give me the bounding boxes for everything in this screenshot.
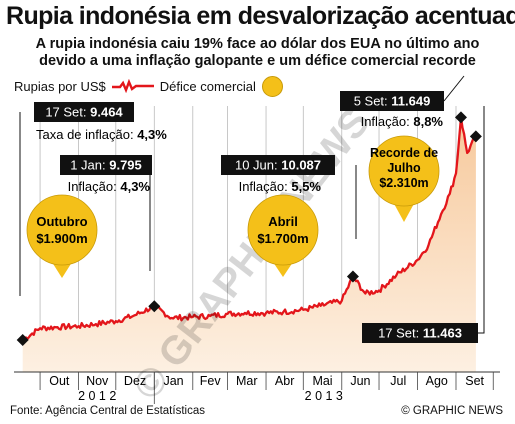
- rupiah-line: [22, 116, 477, 341]
- callout-marker: [16, 334, 29, 347]
- callout: 1 Jan: 9.795 Inflação: 4,3%: [60, 155, 161, 313]
- callout: 5 Set: 11.649 Inflação: 8,8%: [340, 75, 467, 129]
- x-tick-label: Abr: [275, 374, 294, 388]
- callout-value: 1 Jan: 9.795: [70, 158, 142, 173]
- callout: 17 Set: 11.463: [362, 106, 485, 343]
- x-tick-label: Ago: [426, 374, 448, 388]
- deficit-bubble-label: Abril: [268, 214, 298, 229]
- x-tick-label: Jul: [390, 374, 406, 388]
- callout-value: 5 Set: 11.649: [354, 94, 431, 109]
- subtitle-line-1: A rupia indonésia caiu 19% face ao dólar…: [35, 36, 480, 52]
- callout-value: 17 Set: 9.464: [45, 105, 123, 120]
- deficit-bubble: Outubro $1.900m: [26, 194, 98, 278]
- rupiah-area: [22, 117, 476, 373]
- source-note: Fonte: Agência Central de Estatísticas: [10, 405, 205, 417]
- year-label-2012: 2 0 1 2: [78, 389, 116, 403]
- legend-deficit-dot: [261, 75, 283, 97]
- callout-marker: [148, 300, 161, 313]
- deficit-bubble-value: $1.900m: [36, 231, 87, 246]
- callout-box: [340, 91, 444, 111]
- callout-marker: [346, 270, 359, 283]
- deficit-bubble-label: Recorde de: [370, 146, 438, 160]
- x-tick-label: Dez: [124, 374, 146, 388]
- deficit-bubble-value: $2.310m: [379, 176, 428, 190]
- callout-value: 10 Jun: 10.087: [235, 158, 321, 173]
- callout-leader: [443, 75, 465, 102]
- x-tick-label: Fev: [200, 374, 222, 388]
- deficit-bubble-label: Outubro: [36, 214, 87, 229]
- chart-subtitle: A rupia indonésia caiu 19% face ao dólar…: [0, 36, 515, 70]
- deficit-bubble-value: $1.700m: [257, 231, 308, 246]
- callout-box: [362, 323, 478, 343]
- callout-box: [34, 102, 134, 122]
- callout-box: [60, 155, 152, 175]
- x-tick-label: Mar: [236, 374, 258, 388]
- callout-box: [221, 155, 335, 175]
- callout-inflation: Taxa de inflação: 4,3%: [36, 127, 167, 142]
- x-tick-label: Jan: [163, 374, 183, 388]
- x-tick-label: Set: [465, 374, 484, 388]
- callout-value: 17 Set: 11.463: [378, 326, 462, 341]
- x-tick-label: Out: [49, 374, 70, 388]
- legend-deficit-label: Défice comercial: [159, 78, 256, 94]
- callout-inflation: Inflação: 8,8%: [361, 114, 444, 129]
- legend-line-swatch: [111, 79, 154, 93]
- x-tick-label: Jun: [350, 374, 370, 388]
- deficit-bubble: Abril $1.700m: [247, 194, 319, 277]
- subtitle-line-2: devido a uma inflação galopante e um déf…: [39, 53, 476, 69]
- deficit-bubble-label: Julho: [387, 161, 421, 175]
- year-label-2013: 2 0 1 3: [305, 389, 343, 403]
- credit-note: © GRAPHIC NEWS: [401, 405, 503, 417]
- callout-inflation: Inflação: 5,5%: [239, 179, 322, 194]
- callout-inflation: Inflação: 4,3%: [68, 179, 151, 194]
- callout: 17 Set: 9.464 Taxa de inflação: 4,3%: [16, 102, 167, 347]
- deficit-bubble-circle: [368, 135, 440, 207]
- deficit-bubble-circle: [247, 194, 319, 266]
- legend: Rupias por US$ Défice comercial: [14, 75, 283, 97]
- callout-marker: [469, 130, 482, 143]
- callout-marker: [454, 111, 467, 124]
- chart-title: Rupia indonésia em desvalorização acentu…: [6, 2, 515, 30]
- callout-leader: [478, 106, 485, 334]
- legend-rupiah-label: Rupias por US$: [14, 78, 106, 94]
- x-tick-label: Nov: [86, 374, 109, 388]
- deficit-bubble-circle: [26, 194, 98, 266]
- x-tick-label: Mai: [312, 374, 332, 388]
- callout: 10 Jun: 10.087 Inflação: 5,5%: [221, 155, 359, 283]
